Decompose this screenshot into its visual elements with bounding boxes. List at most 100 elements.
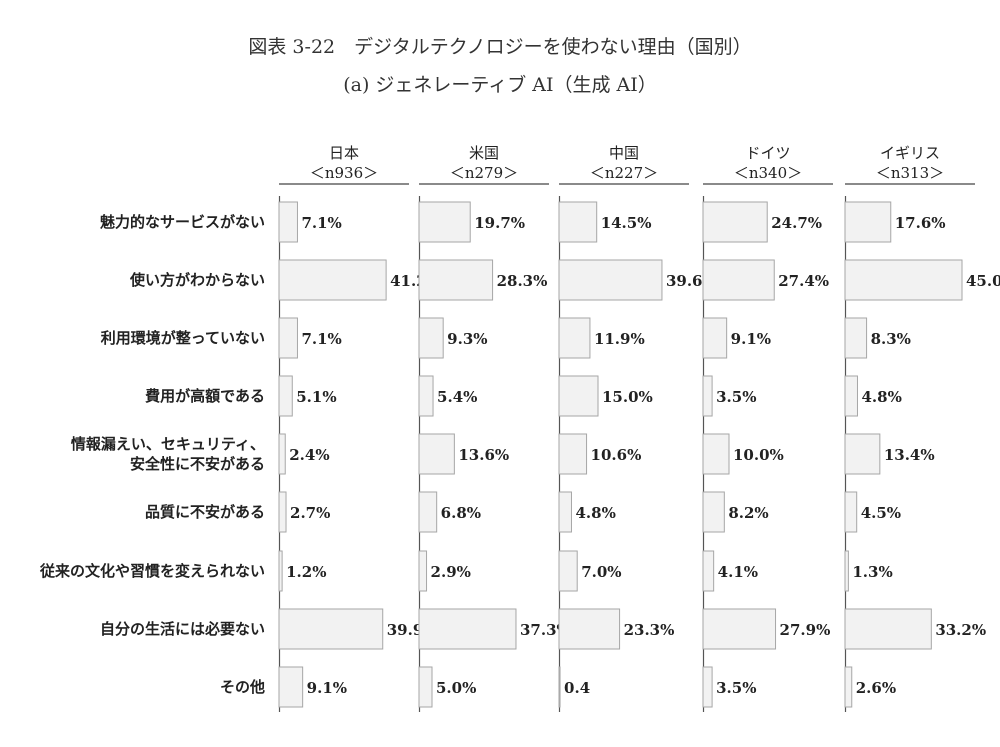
category-label-line: 自分の生活には必要ない [100, 620, 265, 638]
bar-value-label: 7.0% [581, 563, 621, 581]
bar [278, 259, 387, 301]
bar [278, 550, 283, 592]
bar [702, 317, 728, 359]
bar [418, 375, 434, 417]
bar [702, 491, 725, 533]
bar-value-label: 17.6% [895, 214, 946, 232]
category-label-line: 使い方がわからない [129, 271, 265, 289]
bar-value-label: 7.1% [301, 330, 341, 348]
bar [844, 491, 858, 533]
bar [558, 259, 663, 301]
bar [844, 433, 881, 475]
bar-value-label: 2.6% [856, 679, 896, 697]
bar-value-label: 24.7% [771, 214, 822, 232]
category-label: 使い方がわからない [129, 271, 265, 289]
bar-value-label: 11.9% [594, 330, 645, 348]
bar-value-label: 10.6% [591, 446, 642, 464]
bar [702, 259, 775, 301]
bar-value-label: 10.0% [733, 446, 784, 464]
bar [418, 433, 455, 475]
chart-title: 図表 3-22 デジタルテクノロジーを使わない理由（国別） [248, 36, 751, 58]
bar [558, 317, 591, 359]
bar [844, 375, 858, 417]
bar [418, 201, 471, 243]
bar [278, 375, 293, 417]
category-labels: 魅力的なサービスがない使い方がわからない利用環境が整っていない費用が高額である情… [39, 213, 265, 696]
panel: イギリス ＜n313＞ 17.6% 45.0% 8.3% 4.8% 13.4% 4.5% 1.3… [844, 144, 1000, 712]
category-label-line: 従来の文化や習慣を変えられない [39, 562, 265, 580]
bar-value-label: 5.1% [296, 388, 336, 406]
panel-country-label: ドイツ [745, 144, 790, 162]
bar-value-label: 4.1% [718, 563, 758, 581]
panel-sample-size: ＜n227＞ [590, 164, 658, 182]
bar-value-label: 4.5% [861, 504, 901, 522]
bar-value-label: 2.7% [290, 504, 330, 522]
panel-country-label: 米国 [469, 144, 499, 162]
bar [844, 608, 932, 650]
bar [702, 201, 768, 243]
category-label-line: 品質に不安がある [145, 503, 265, 521]
panel: ドイツ ＜n340＞ 24.7% 27.4% 9.1% 3.5% 10.0% 8.2% 4.1%… [702, 144, 833, 712]
bar-value-label: 4.8% [575, 504, 615, 522]
bar [844, 201, 892, 243]
bar-value-label: 9.1% [731, 330, 771, 348]
bar-value-label: 19.7% [474, 214, 525, 232]
category-label-line: 安全性に不安がある [130, 455, 265, 473]
category-label: その他 [220, 678, 265, 696]
bar-value-label: 2.4% [289, 446, 329, 464]
panel-country-label: 中国 [609, 144, 639, 162]
panel-sample-size: ＜n313＞ [876, 164, 944, 182]
bar [418, 608, 517, 650]
bar-value-label: 13.4% [884, 446, 935, 464]
bar [278, 608, 384, 650]
category-label: 利用環境が整っていない [101, 329, 265, 347]
panel-sample-size: ＜n279＞ [450, 164, 518, 182]
bar-value-label: 45.0% [966, 272, 1000, 290]
category-label-line: 費用が高額である [145, 387, 265, 405]
panel: 中国＜n227＞14.5%39.6%11.9%15.0%10.6%4.8%7.0… [558, 144, 717, 712]
bar-value-label: 9.1% [307, 679, 347, 697]
bar [844, 259, 963, 301]
bar [558, 666, 561, 708]
bar-value-label: 0.4 [564, 679, 590, 697]
bar-value-label: 2.9% [431, 563, 471, 581]
bar-value-label: 1.2% [286, 563, 326, 581]
chart-subtitle: (a) ジェネレーティブ AI（生成 AI） [343, 73, 657, 96]
bar-value-label: 5.4% [437, 388, 477, 406]
bar-value-label: 14.5% [601, 214, 652, 232]
category-label-line: 利用環境が整っていない [101, 329, 265, 347]
bar-value-label: 5.0% [436, 679, 476, 697]
bar [702, 666, 713, 708]
bar-value-label: 3.5% [716, 388, 756, 406]
bar [418, 550, 428, 592]
category-label: 費用が高額である [145, 387, 265, 405]
panels: 日本＜n936＞7.1%41.2%7.1%5.1%2.4%2.7%1.2%39.… [278, 144, 1000, 712]
panel: 米国 ＜n279＞ 19.7% 28.3% 9.3% 5.4% 13.6% 6.8% 2.9% 3… [418, 144, 571, 712]
bar [844, 550, 849, 592]
bar [418, 259, 494, 301]
bar [558, 375, 599, 417]
bar-value-label: 8.2% [728, 504, 768, 522]
panel-sample-size: ＜n936＞ [310, 164, 378, 182]
bar [844, 317, 868, 359]
bar-value-label: 37.3% [520, 621, 571, 639]
bar [558, 201, 598, 243]
bar-value-label: 23.3% [624, 621, 675, 639]
bar [558, 550, 578, 592]
bar-value-label: 1.3% [852, 563, 892, 581]
bar [278, 433, 286, 475]
category-label: 自分の生活には必要ない [100, 620, 265, 638]
bar [278, 317, 298, 359]
bar [418, 666, 433, 708]
bar [702, 608, 777, 650]
bar [558, 433, 588, 475]
bar [702, 550, 715, 592]
bar [844, 666, 853, 708]
bar [418, 491, 438, 533]
panel-sample-size: ＜n340＞ [734, 164, 802, 182]
panel-country-label: 日本 [329, 144, 359, 162]
bar-value-label: 4.8% [861, 388, 901, 406]
category-label-line: 魅力的なサービスがない [100, 213, 265, 231]
bar [278, 666, 304, 708]
